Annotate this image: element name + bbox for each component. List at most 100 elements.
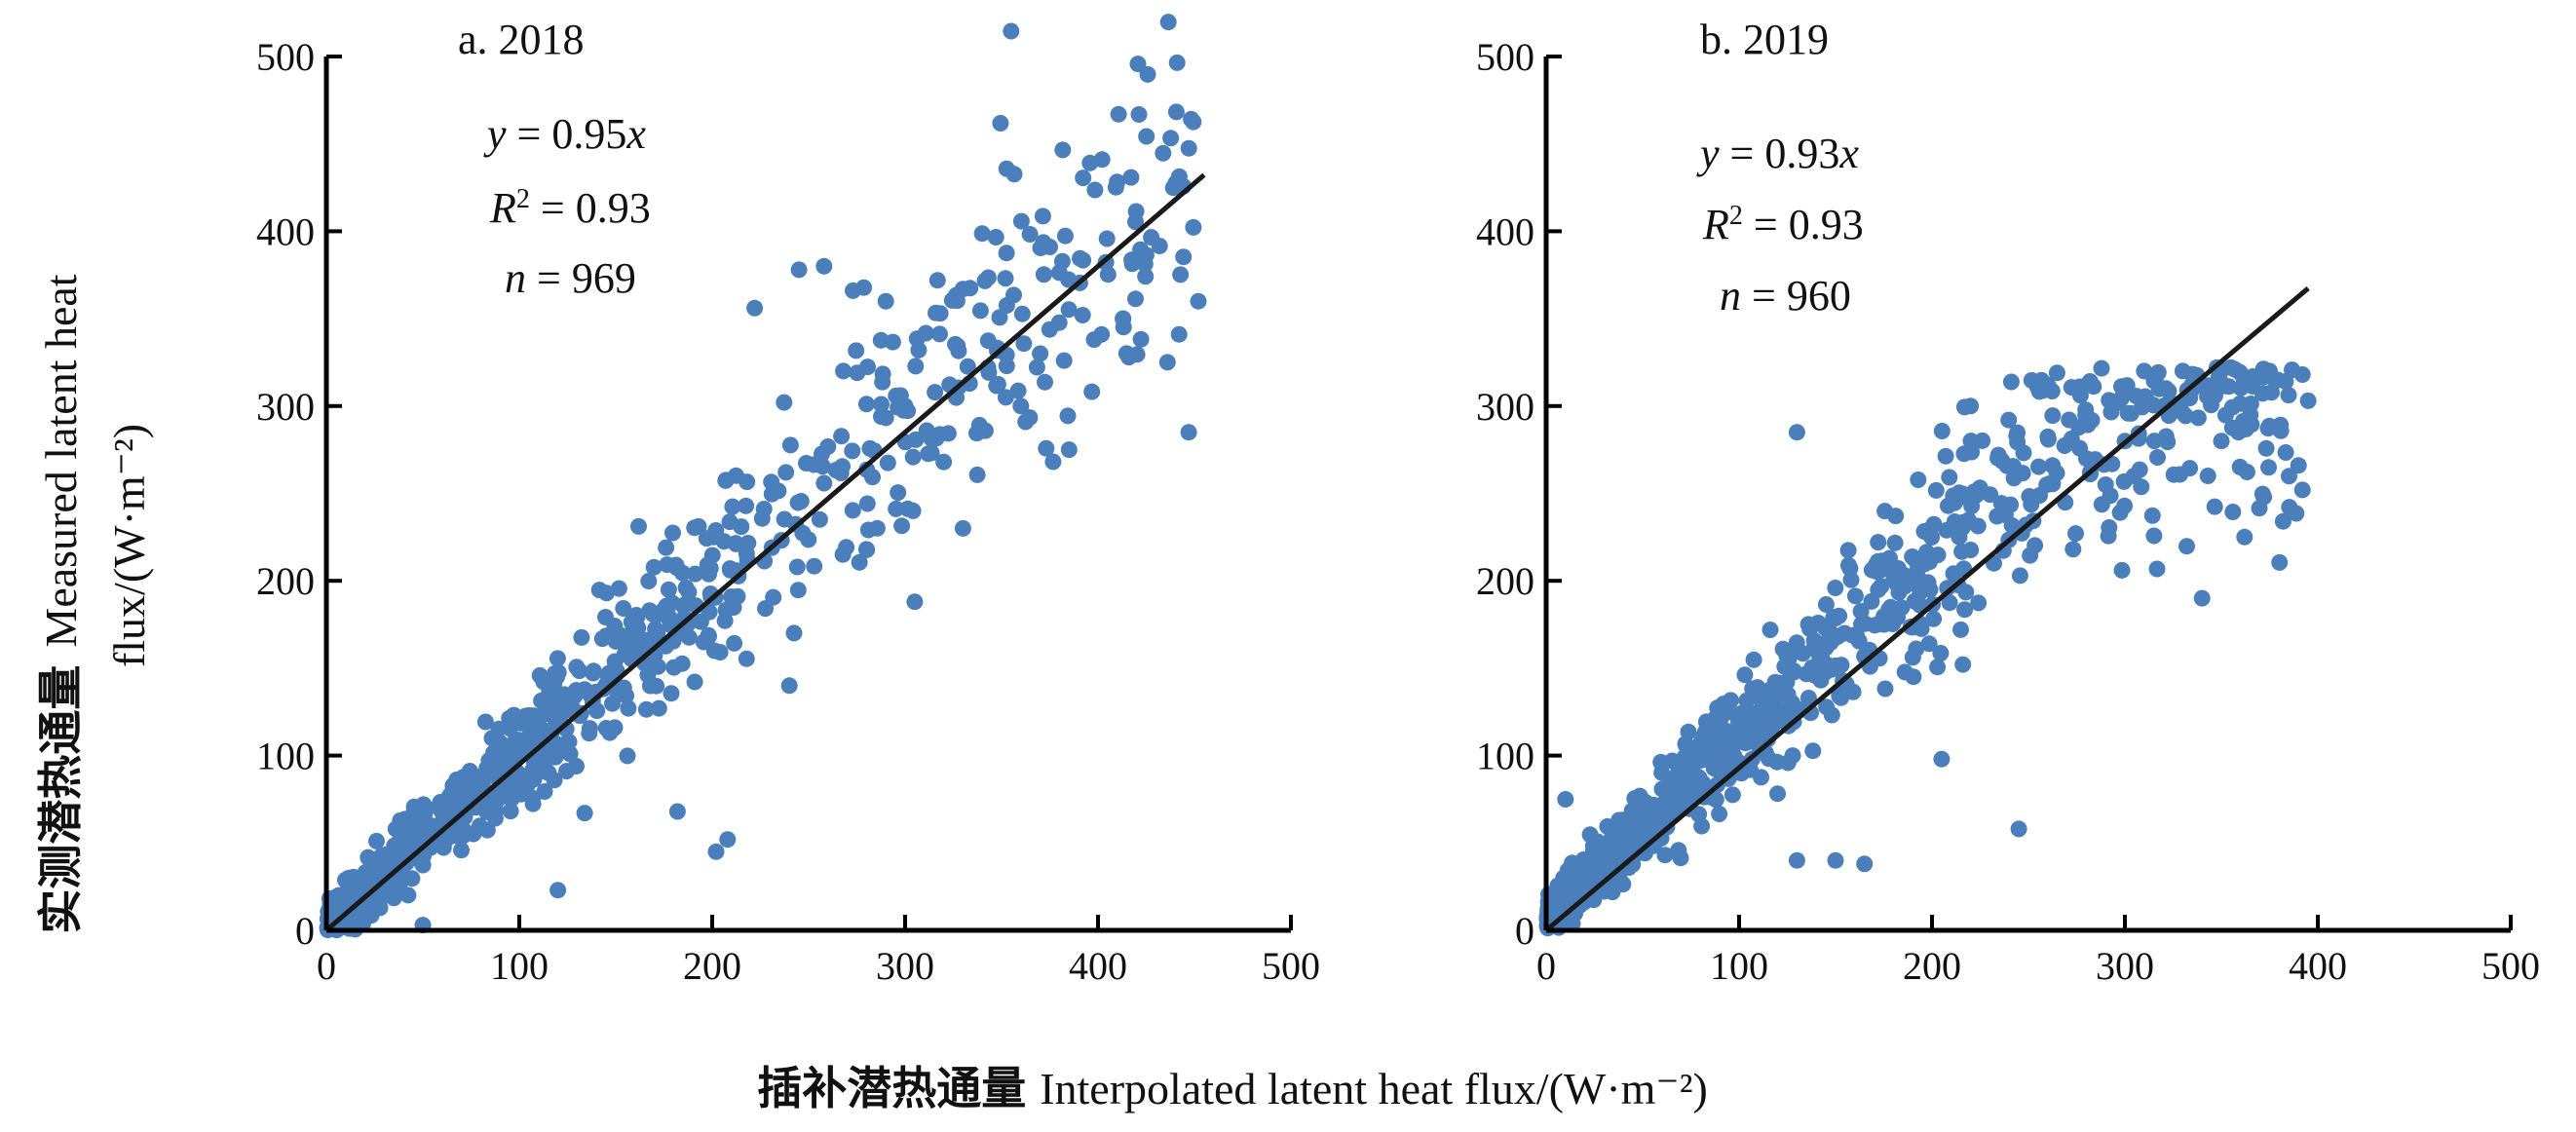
data-point: [2003, 517, 2021, 534]
data-point: [1758, 712, 1775, 730]
data-point: [1557, 791, 1574, 808]
data-point: [1939, 580, 1956, 597]
data-point: [1713, 742, 1730, 760]
data-point: [1711, 806, 1728, 822]
data-point: [365, 894, 382, 912]
data-point: [1804, 742, 1822, 760]
data-point: [644, 605, 662, 623]
data-point: [2206, 498, 2223, 515]
data-point: [403, 870, 421, 887]
data-point: [2000, 411, 2018, 429]
data-point: [2145, 527, 2163, 545]
data-point: [1784, 747, 1801, 765]
data-point: [2199, 468, 2216, 484]
data-point: [1788, 424, 1805, 441]
data-point: [2271, 553, 2289, 571]
y-tick-label: 500: [1476, 35, 1534, 79]
data-point: [2255, 488, 2273, 506]
data-point: [834, 546, 852, 563]
data-point: [2100, 527, 2117, 545]
data-point: [719, 831, 737, 849]
data-point: [2193, 589, 2211, 607]
data-point: [645, 558, 663, 576]
data-point: [1137, 268, 1155, 285]
data-point: [770, 482, 787, 500]
data-point: [1818, 698, 1836, 716]
data-point: [931, 325, 948, 343]
data-point: [2143, 507, 2161, 524]
data-point: [2044, 457, 2062, 474]
data-point: [686, 673, 703, 691]
data-point: [777, 464, 795, 481]
data-point: [453, 842, 470, 859]
data-point: [1123, 255, 1141, 273]
data-point: [627, 607, 645, 623]
data-point: [1889, 560, 1907, 577]
data-point: [1107, 178, 1124, 196]
data-point: [2115, 472, 2133, 490]
data-point: [1190, 292, 1207, 310]
data-point: [776, 510, 793, 528]
data-point: [811, 510, 828, 528]
data-point: [851, 553, 868, 571]
data-point: [1769, 785, 1786, 803]
data-point: [659, 556, 676, 574]
data-point: [1722, 692, 1739, 709]
panel-2018: 0 100 200 300 400 500 0 100 200 300 400 500 a. 2018…: [256, 14, 1320, 988]
data-point: [686, 519, 703, 537]
x-tick-label: 500: [1262, 944, 1320, 988]
data-point: [2039, 376, 2057, 394]
data-point: [414, 812, 432, 830]
data-point: [1827, 851, 1844, 869]
data-point: [1963, 498, 1981, 514]
data-point: [2293, 481, 2311, 499]
data-point: [971, 302, 989, 320]
data-point: [2137, 388, 2154, 405]
data-point: [917, 324, 934, 342]
data-point: [1659, 786, 1677, 804]
fit-line-2019-group: [1544, 286, 2310, 932]
data-point: [733, 518, 750, 536]
data-point: [611, 626, 628, 644]
data-point: [568, 659, 586, 676]
data-point: [2277, 444, 2294, 461]
data-point: [904, 448, 922, 466]
y-axis-label-en-line1: Measured latent heat: [36, 274, 86, 647]
data-point: [1633, 829, 1650, 846]
data-point: [1803, 659, 1821, 676]
data-point: [1918, 544, 1935, 561]
data-point: [1050, 264, 1068, 282]
data-point: [819, 438, 837, 455]
data-point: [1876, 503, 1894, 520]
data-point: [1691, 736, 1709, 754]
data-point: [2044, 407, 2062, 425]
data-point: [834, 458, 851, 475]
data-point: [1737, 735, 1755, 752]
data-point: [1167, 103, 1185, 121]
data-point: [1168, 54, 1186, 71]
data-point: [1953, 543, 1971, 560]
data-point: [1059, 407, 1077, 425]
data-point: [2216, 406, 2234, 424]
data-point: [597, 720, 615, 736]
data-point: [1856, 855, 1874, 873]
data-point: [2071, 378, 2089, 396]
data-point: [1927, 481, 1945, 499]
data-point: [2274, 512, 2292, 530]
data-point: [835, 362, 852, 380]
x-axis-label-cn: 插补潜热通量: [757, 1062, 1026, 1114]
data-point: [792, 493, 810, 509]
y-axis-label-line2: flux/(W·m⁻²): [104, 424, 154, 667]
data-point: [1886, 534, 1904, 551]
data-point: [1621, 830, 1639, 848]
data-point: [549, 882, 567, 899]
data-point: [987, 229, 1004, 245]
data-point: [1788, 851, 1805, 869]
data-point: [980, 363, 998, 381]
data-point: [566, 688, 584, 704]
n-count-2018: n = 969: [505, 254, 636, 302]
data-point: [2224, 504, 2242, 520]
data-point: [920, 445, 937, 463]
data-point: [1933, 423, 1951, 439]
data-point: [660, 608, 677, 625]
